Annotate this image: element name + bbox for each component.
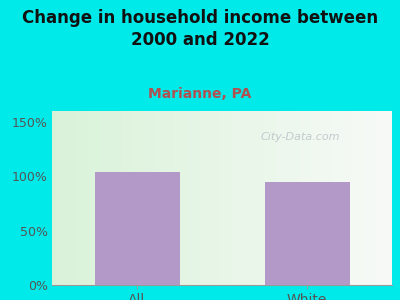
- Text: City-Data.com: City-Data.com: [260, 132, 340, 142]
- Bar: [264, 182, 350, 285]
- Bar: [94, 172, 180, 285]
- Text: Change in household income between
2000 and 2022: Change in household income between 2000 …: [22, 9, 378, 49]
- Text: Marianne, PA: Marianne, PA: [148, 87, 252, 101]
